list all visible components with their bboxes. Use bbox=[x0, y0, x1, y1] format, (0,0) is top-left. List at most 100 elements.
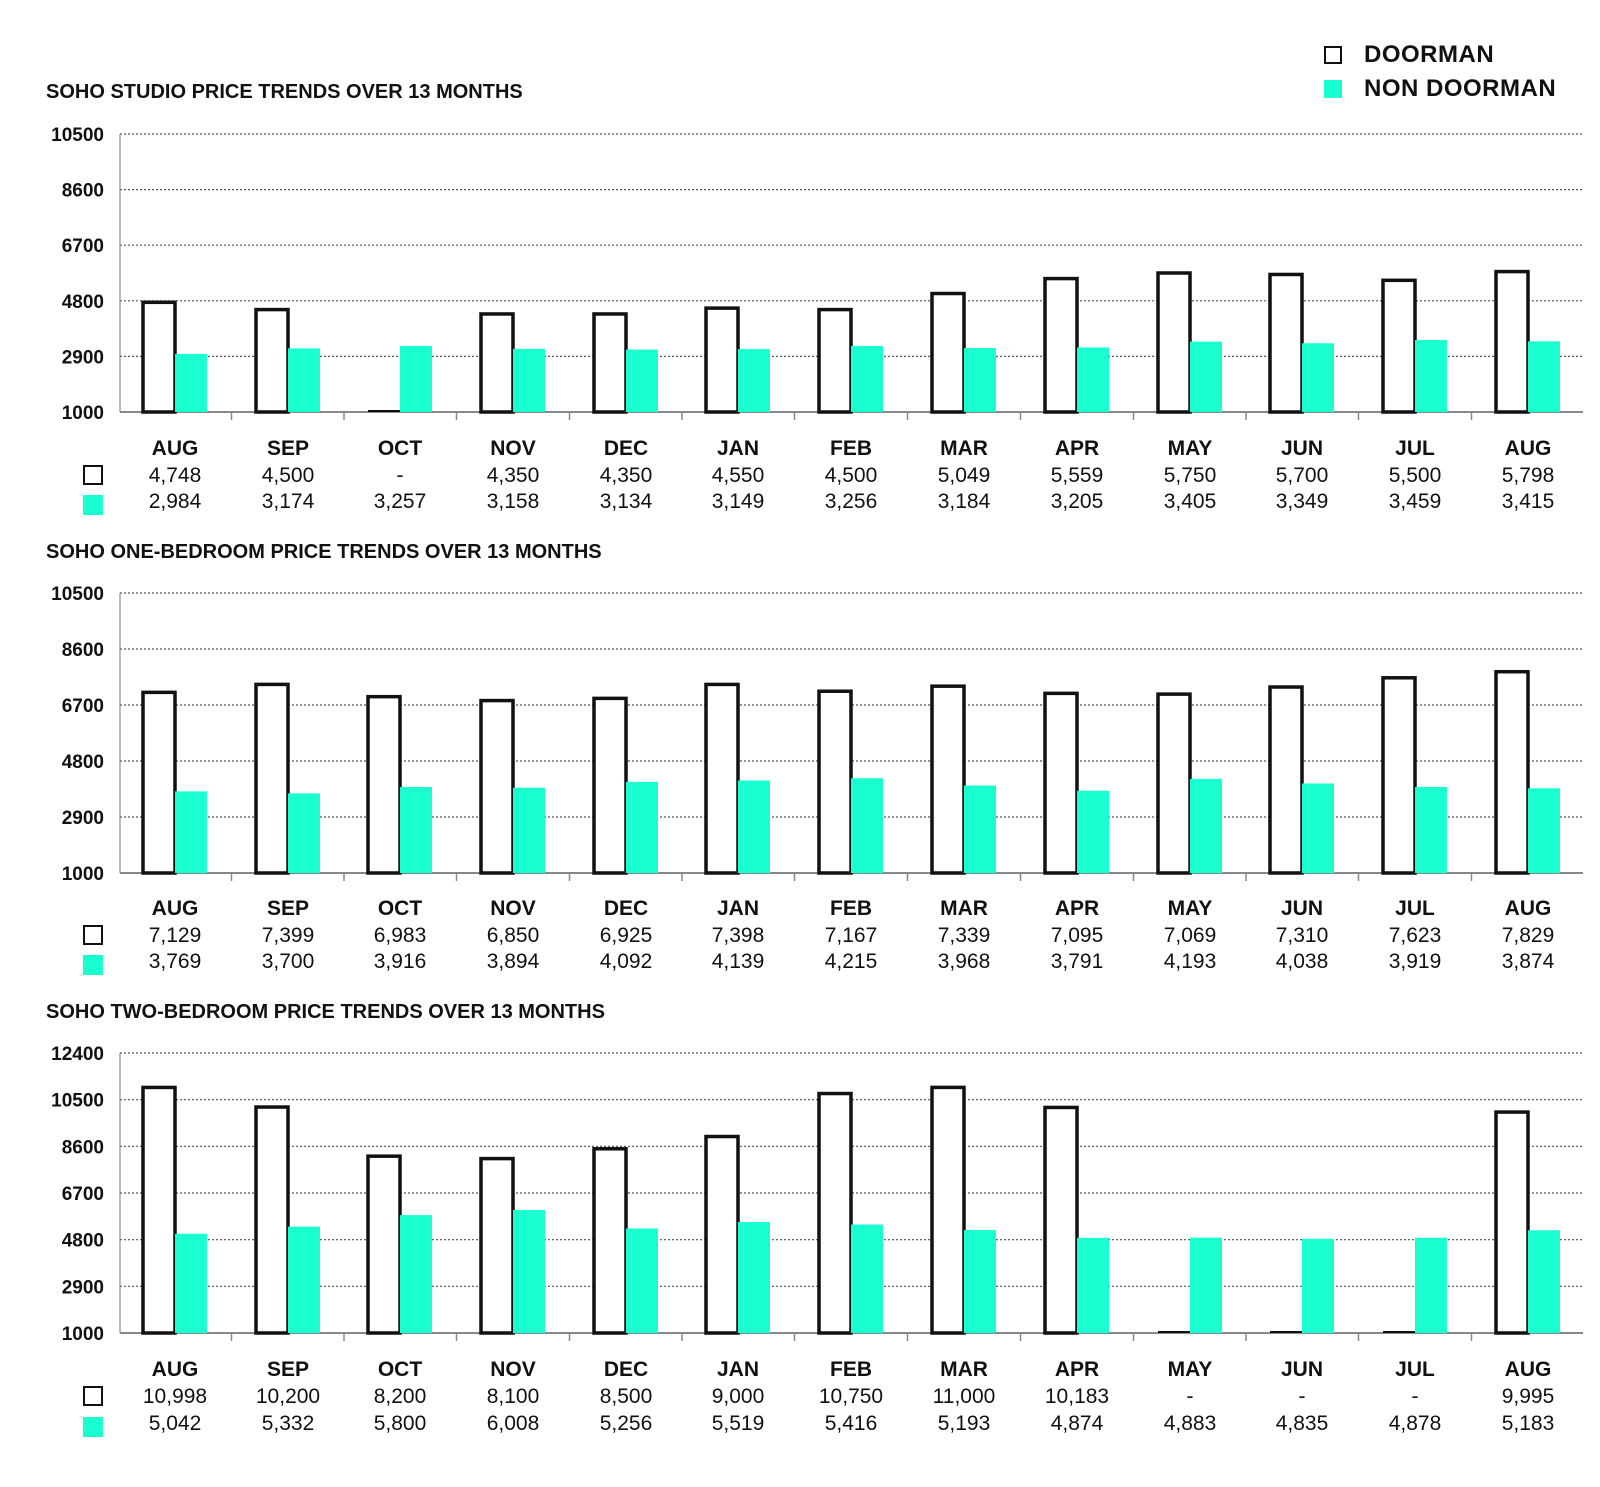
x-tick-label: NOV bbox=[490, 897, 536, 920]
bar-doorman bbox=[479, 1156, 515, 1335]
bar-non-doorman bbox=[1077, 347, 1109, 412]
bar-non-doorman bbox=[513, 787, 545, 873]
bar-non-doorman bbox=[851, 778, 883, 873]
bar-doorman bbox=[1381, 278, 1417, 414]
bar-non-doorman bbox=[1415, 786, 1447, 873]
bar-doorman bbox=[1043, 691, 1079, 875]
data-label-doorman: - bbox=[1299, 1385, 1306, 1408]
bar-doorman bbox=[817, 689, 853, 875]
data-label-doorman: 7,829 bbox=[1502, 924, 1555, 947]
y-tick-label: 8600 bbox=[62, 640, 104, 661]
bar-doorman bbox=[254, 1105, 290, 1335]
y-tick-label: 1000 bbox=[62, 1324, 104, 1345]
row-key-doorman-icon bbox=[83, 1386, 103, 1406]
data-label-doorman: - bbox=[1412, 1385, 1419, 1408]
bar-non-doorman bbox=[1528, 341, 1560, 412]
data-label-non-doorman: 5,519 bbox=[712, 1412, 765, 1435]
data-label-doorman: 10,998 bbox=[143, 1385, 207, 1408]
data-label-doorman: 6,925 bbox=[600, 924, 653, 947]
x-tick-label: FEB bbox=[830, 437, 872, 460]
x-tick-label: DEC bbox=[604, 437, 648, 460]
y-tick-label: 4800 bbox=[62, 292, 104, 313]
y-tick-label: 4800 bbox=[62, 752, 104, 773]
x-tick-label: SEP bbox=[267, 897, 309, 920]
bar-non-doorman bbox=[626, 781, 658, 873]
data-label-doorman: 9,995 bbox=[1502, 1385, 1555, 1408]
legend-item-non-doorman: NON DOORMAN bbox=[1324, 72, 1556, 106]
bar-doorman bbox=[592, 1147, 628, 1335]
legend-item-doorman: DOORMAN bbox=[1324, 38, 1556, 72]
data-label-non-doorman: 3,791 bbox=[1051, 950, 1104, 973]
data-label-non-doorman: 5,042 bbox=[149, 1412, 202, 1435]
bar-non-doorman bbox=[288, 793, 320, 873]
data-label-non-doorman: 5,332 bbox=[262, 1412, 315, 1435]
x-tick-label: OCT bbox=[378, 897, 423, 920]
data-label-non-doorman: 3,968 bbox=[938, 950, 991, 973]
x-tick-label: AUG bbox=[152, 1358, 199, 1381]
bar-non-doorman bbox=[1302, 1238, 1334, 1333]
data-label-non-doorman: 3,158 bbox=[487, 490, 540, 513]
data-label-non-doorman: 3,149 bbox=[712, 490, 765, 513]
data-label-doorman: 7,129 bbox=[149, 924, 202, 947]
x-tick-label: DEC bbox=[604, 1358, 648, 1381]
data-label-non-doorman: 3,405 bbox=[1164, 490, 1217, 513]
x-tick-label: MAY bbox=[1168, 1358, 1213, 1381]
bar-non-doorman bbox=[288, 1226, 320, 1333]
bar-non-doorman bbox=[1415, 1237, 1447, 1333]
data-label-non-doorman: 3,134 bbox=[600, 490, 653, 513]
x-tick-label: AUG bbox=[152, 897, 199, 920]
data-label-doorman: 4,350 bbox=[600, 464, 653, 487]
chart-title-2: SOHO ONE-BEDROOM PRICE TRENDS OVER 13 MO… bbox=[46, 541, 602, 563]
bar-non-doorman bbox=[1190, 1237, 1222, 1333]
bar-doorman bbox=[1268, 685, 1304, 875]
data-label-non-doorman: 4,139 bbox=[712, 950, 765, 973]
bar-doorman bbox=[366, 1154, 402, 1335]
data-label-doorman: 10,750 bbox=[819, 1385, 883, 1408]
x-tick-label: NOV bbox=[490, 1358, 536, 1381]
bar-doorman bbox=[141, 690, 177, 875]
x-tick-label: AUG bbox=[1505, 1358, 1552, 1381]
bar-non-doorman bbox=[851, 1224, 883, 1333]
data-label-non-doorman: 3,415 bbox=[1502, 490, 1555, 513]
data-label-doorman: 4,500 bbox=[825, 464, 878, 487]
y-tick-label: 1000 bbox=[62, 864, 104, 885]
x-tick-label: AUG bbox=[1505, 897, 1552, 920]
y-tick-label: 10500 bbox=[51, 125, 104, 146]
bar-non-doorman bbox=[1415, 340, 1447, 412]
legend: DOORMAN NON DOORMAN bbox=[1324, 38, 1556, 106]
row-key-doorman-icon bbox=[83, 925, 103, 945]
bar-non-doorman bbox=[1190, 778, 1222, 873]
bar-non-doorman bbox=[400, 345, 432, 412]
data-label-non-doorman: 4,835 bbox=[1276, 1412, 1329, 1435]
data-label-non-doorman: 5,256 bbox=[600, 1412, 653, 1435]
bar-doorman bbox=[1043, 1105, 1079, 1335]
data-label-doorman: 4,550 bbox=[712, 464, 765, 487]
bar-doorman bbox=[592, 696, 628, 875]
x-tick-label: JUN bbox=[1281, 897, 1323, 920]
data-label-doorman: 8,100 bbox=[487, 1385, 540, 1408]
bar-doorman bbox=[1268, 272, 1304, 414]
x-tick-label: MAR bbox=[940, 437, 988, 460]
bar-doorman bbox=[254, 682, 290, 875]
bar-non-doorman bbox=[513, 348, 545, 412]
data-label-non-doorman: 5,183 bbox=[1502, 1412, 1555, 1435]
y-tick-label: 12400 bbox=[51, 1044, 104, 1065]
x-tick-label: MAR bbox=[940, 1358, 988, 1381]
bar-non-doorman bbox=[400, 1215, 432, 1333]
x-tick-label: OCT bbox=[378, 1358, 423, 1381]
data-label-non-doorman: 3,174 bbox=[262, 490, 315, 513]
bar-doorman bbox=[1156, 271, 1192, 414]
data-label-non-doorman: 5,416 bbox=[825, 1412, 878, 1435]
row-key-doorman-icon bbox=[83, 465, 103, 485]
x-tick-label: SEP bbox=[267, 437, 309, 460]
x-tick-label: AUG bbox=[152, 437, 199, 460]
data-label-non-doorman: 5,193 bbox=[938, 1412, 991, 1435]
x-tick-label: JAN bbox=[717, 437, 759, 460]
data-label-doorman: 8,200 bbox=[374, 1385, 427, 1408]
bar-doorman bbox=[1494, 669, 1530, 875]
chart-title-3: SOHO TWO-BEDROOM PRICE TRENDS OVER 13 MO… bbox=[46, 1001, 605, 1023]
x-tick-label: MAR bbox=[940, 897, 988, 920]
data-label-doorman: 7,095 bbox=[1051, 924, 1104, 947]
y-tick-label: 10500 bbox=[51, 584, 104, 605]
y-tick-label: 4800 bbox=[62, 1231, 104, 1252]
